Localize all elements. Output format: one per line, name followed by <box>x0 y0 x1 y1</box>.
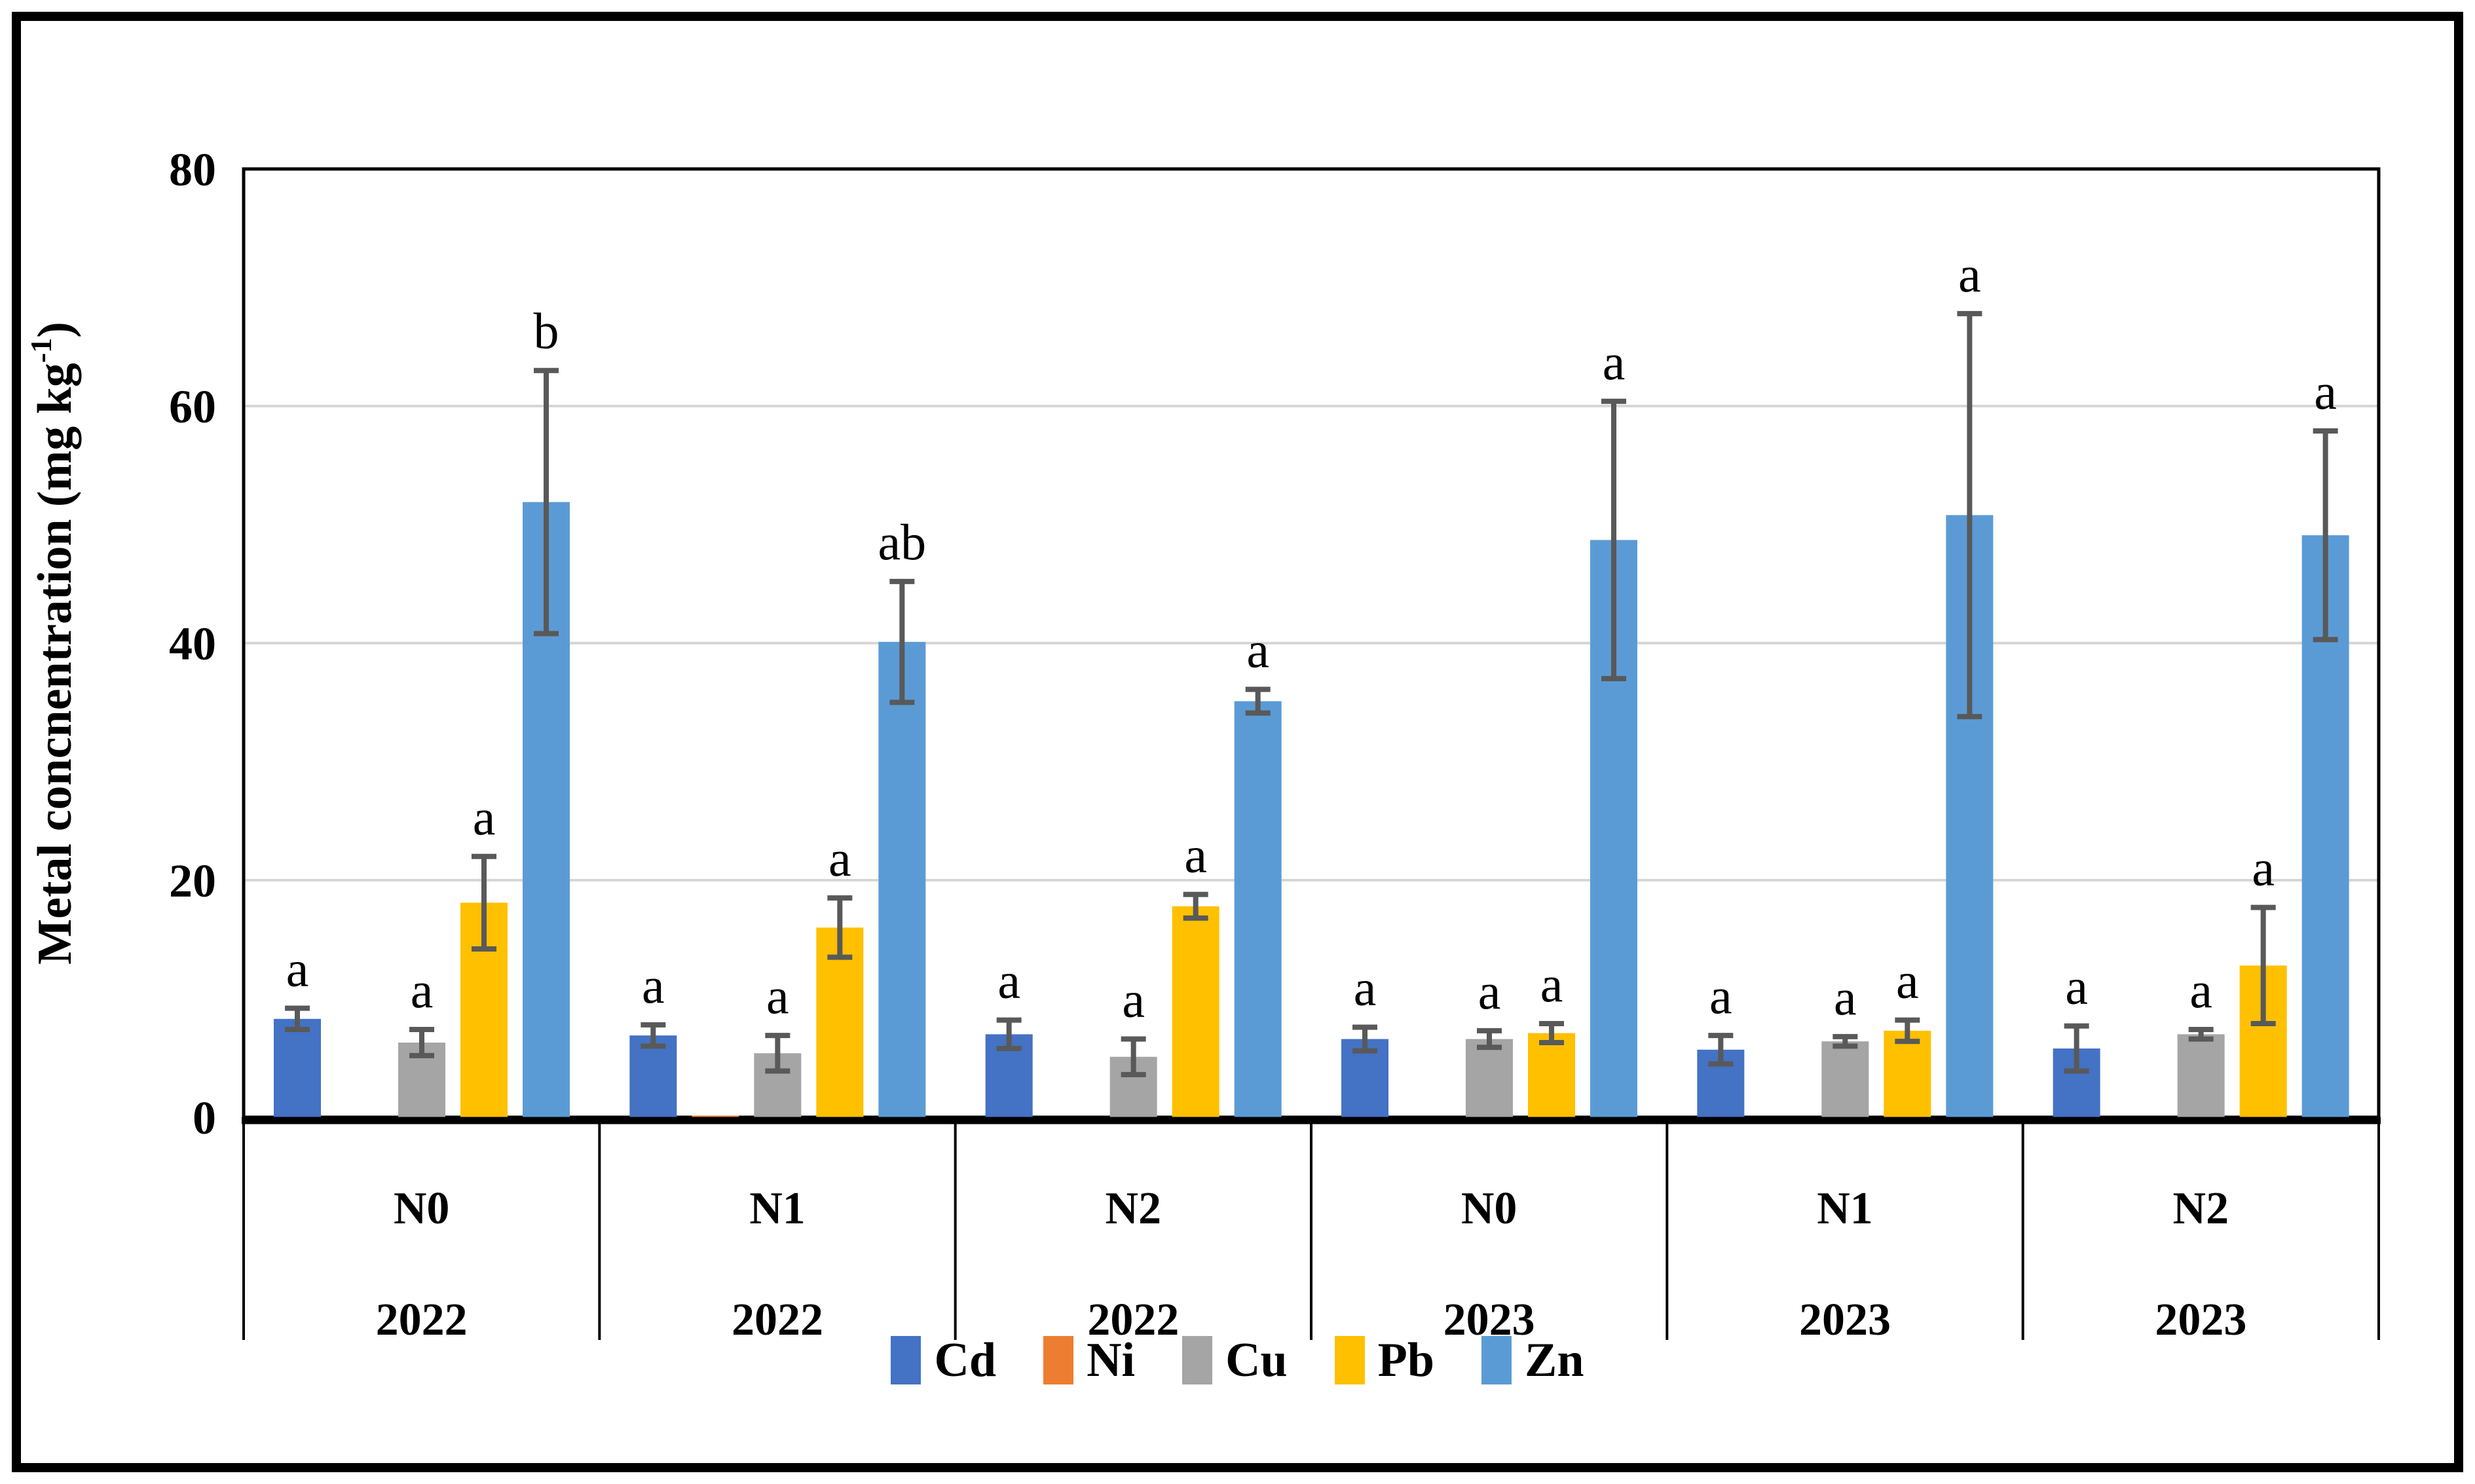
pb-bar <box>1172 906 1219 1117</box>
sig-letter: a <box>1478 963 1501 1020</box>
sig-letter: a <box>1709 967 1732 1024</box>
sig-letter: a <box>2252 840 2275 897</box>
sig-letter: a <box>1834 969 1857 1026</box>
zn-bar <box>1234 701 1282 1117</box>
sig-letter: a <box>766 967 789 1024</box>
sig-letter: a <box>828 830 851 887</box>
sig-letter: a <box>2189 961 2212 1018</box>
y-tick-label: 40 <box>169 618 216 670</box>
sig-letter: a <box>1603 333 1626 390</box>
treatment-label: N1 <box>749 1183 806 1234</box>
y-tick-label: 80 <box>169 143 216 196</box>
year-label: 2022 <box>732 1295 823 1345</box>
cu-bar <box>1466 1039 1513 1117</box>
year-label: 2022 <box>376 1295 468 1345</box>
y-tick-label: 20 <box>169 855 216 907</box>
sig-letter: a <box>2065 958 2088 1015</box>
sig-letter: a <box>1184 826 1207 883</box>
year-label: 2022 <box>1087 1295 1179 1345</box>
year-label: 2023 <box>1443 1295 1535 1345</box>
y-axis-title: Metal concnentration (mg kg-1) <box>24 322 82 965</box>
cd-bar <box>629 1035 677 1117</box>
sig-letter: a <box>997 952 1020 1009</box>
sig-letter: a <box>2314 363 2337 420</box>
figure-border <box>12 12 2463 1472</box>
treatment-label: N0 <box>394 1183 450 1234</box>
cu-bar <box>1821 1041 1869 1117</box>
sig-letter: a <box>1122 971 1145 1028</box>
sig-letter: a <box>1354 959 1377 1016</box>
sig-letter: b <box>534 303 559 360</box>
sig-letter: a <box>411 961 434 1018</box>
sig-letter: a <box>1246 621 1269 678</box>
treatment-label: N2 <box>1106 1183 1162 1234</box>
cu-bar <box>2177 1034 2225 1117</box>
sig-letter: ab <box>878 513 927 570</box>
year-label: 2023 <box>1799 1295 1891 1345</box>
year-label: 2023 <box>2155 1295 2246 1345</box>
y-tick-label: 60 <box>169 380 216 433</box>
pb-bar <box>1884 1030 1931 1117</box>
sig-letter: a <box>642 957 665 1014</box>
treatment-label: N0 <box>1461 1183 1517 1234</box>
ni-bar <box>692 1115 739 1117</box>
zn-bar <box>878 642 926 1117</box>
y-tick-label: 0 <box>193 1092 216 1144</box>
treatment-label: N1 <box>1817 1183 1873 1234</box>
sig-letter: a <box>286 940 309 997</box>
sig-letter: a <box>1958 246 1981 303</box>
cd-bar <box>274 1018 321 1117</box>
sig-letter: a <box>1896 952 1919 1009</box>
treatment-label: N2 <box>2173 1183 2229 1234</box>
pb-bar <box>1528 1033 1575 1117</box>
sig-letter: a <box>473 788 496 845</box>
sig-letter: a <box>1540 955 1563 1012</box>
